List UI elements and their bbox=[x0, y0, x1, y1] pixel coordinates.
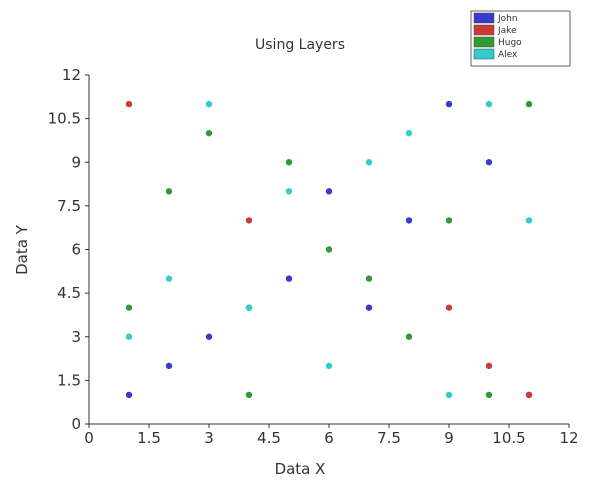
legend: John Jake Hugo Alex bbox=[470, 10, 571, 67]
data-point-john bbox=[285, 275, 293, 282]
x-tick-label: 7.5 bbox=[377, 429, 401, 447]
data-point-hugo bbox=[245, 391, 253, 399]
data-point-john bbox=[125, 391, 133, 399]
data-point-alex bbox=[485, 100, 493, 108]
data-point-alex bbox=[405, 129, 413, 137]
y-tick-label: 7.5 bbox=[57, 197, 81, 215]
y-tick-label: 0 bbox=[71, 415, 81, 433]
data-point-jake bbox=[445, 304, 453, 311]
data-point-jake bbox=[525, 391, 533, 399]
data-point-hugo bbox=[285, 159, 293, 166]
legend-swatch-alex bbox=[473, 48, 495, 60]
y-tick-label: 4.5 bbox=[57, 284, 81, 302]
axis-ticks: 0 1.5 3 4.5 6 7.5 9 10.5 12 0 1.5 3 4.5 6 7.5 9 10.5 12 bbox=[48, 66, 579, 447]
data-point-hugo bbox=[525, 100, 533, 108]
y-axis-label: Data Y bbox=[13, 224, 31, 275]
legend-label-jake: Jake bbox=[497, 26, 517, 36]
data-point-john bbox=[325, 188, 333, 195]
y-tick-label: 3 bbox=[71, 328, 81, 346]
legend-swatch-jake bbox=[473, 24, 495, 36]
data-point-jake bbox=[125, 100, 133, 108]
data-point-alex bbox=[445, 391, 453, 399]
legend-label-alex: Alex bbox=[498, 50, 518, 60]
y-tick-label: 6 bbox=[71, 241, 81, 259]
y-tick-label: 9 bbox=[71, 153, 81, 171]
data-point-alex bbox=[245, 304, 253, 311]
data-point-hugo bbox=[125, 304, 133, 311]
data-point-john bbox=[485, 159, 493, 166]
data-point-alex bbox=[165, 275, 173, 282]
data-point-alex bbox=[325, 362, 333, 370]
data-point-hugo bbox=[485, 391, 493, 399]
x-tick-label: 9 bbox=[444, 429, 454, 447]
data-point-jake bbox=[485, 362, 493, 370]
data-point-john bbox=[405, 217, 413, 224]
data-point-hugo bbox=[165, 188, 173, 195]
x-tick-label: 10.5 bbox=[492, 429, 525, 447]
data-point-alex bbox=[365, 159, 373, 166]
x-tick-label: 1.5 bbox=[137, 429, 161, 447]
legend-label-hugo: Hugo bbox=[498, 38, 522, 48]
data-point-hugo bbox=[325, 246, 333, 253]
y-tick-label: 10.5 bbox=[48, 110, 81, 128]
data-point-hugo bbox=[445, 217, 453, 224]
legend-swatch-hugo bbox=[473, 36, 495, 48]
data-point-john bbox=[365, 304, 373, 311]
y-tick-label: 12 bbox=[62, 66, 81, 84]
x-tick-label: 12 bbox=[559, 429, 578, 447]
data-point-alex bbox=[285, 188, 293, 195]
data-point-alex bbox=[125, 333, 133, 340]
data-point-alex bbox=[525, 217, 533, 224]
x-tick-label: 3 bbox=[204, 429, 214, 447]
data-point-hugo bbox=[405, 333, 413, 340]
legend-label-john: John bbox=[497, 14, 518, 24]
data-point-john bbox=[445, 100, 453, 108]
x-tick-label: 6 bbox=[324, 429, 334, 447]
x-tick-label: 4.5 bbox=[257, 429, 281, 447]
x-axis-label: Data X bbox=[275, 460, 326, 478]
data-point-john bbox=[165, 362, 173, 370]
legend-swatch-john bbox=[473, 12, 495, 24]
data-point-hugo bbox=[205, 129, 213, 137]
chart-title: Using Layers bbox=[255, 37, 345, 53]
data-points bbox=[125, 100, 533, 399]
data-point-jake bbox=[245, 217, 253, 224]
x-tick-label: 0 bbox=[84, 429, 94, 447]
data-point-alex bbox=[205, 100, 213, 108]
data-point-john bbox=[205, 333, 213, 340]
data-point-hugo bbox=[365, 275, 373, 282]
y-tick-label: 1.5 bbox=[57, 371, 81, 389]
